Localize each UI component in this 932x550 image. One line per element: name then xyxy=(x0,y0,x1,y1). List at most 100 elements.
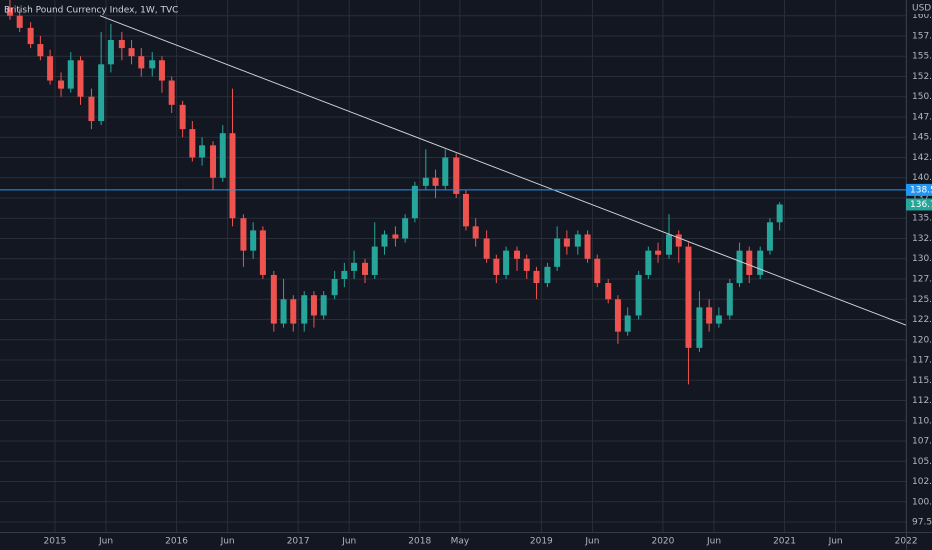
candle-body xyxy=(290,299,297,324)
x-tick-label: 2021 xyxy=(773,537,796,547)
y-tick-label: 142.5 xyxy=(912,153,932,163)
candle-body xyxy=(259,230,266,275)
x-tick-label: Jun xyxy=(828,537,843,547)
y-tick-label: 112.5 xyxy=(912,396,932,406)
y-tick-label: 155.0 xyxy=(912,52,932,62)
chart-title: British Pound Currency Index, 1W, TVC xyxy=(4,6,178,16)
candle-body xyxy=(58,80,65,89)
candle-body xyxy=(666,234,673,255)
price-line-tag xyxy=(906,183,932,196)
candle-body xyxy=(675,234,682,247)
candle-body xyxy=(179,104,186,130)
plot-area xyxy=(0,0,906,532)
x-tick-label: Jun xyxy=(341,537,356,547)
candle-body xyxy=(362,262,369,275)
candle-body xyxy=(715,315,722,324)
x-tick-label: 2018 xyxy=(408,537,431,547)
candle-body xyxy=(199,145,206,158)
candle-body xyxy=(280,299,287,324)
candle-body xyxy=(6,7,13,16)
y-tick-label: 115.0 xyxy=(912,376,932,386)
y-tick-label: 120.0 xyxy=(912,335,932,345)
candle-body xyxy=(158,60,165,81)
candle-body xyxy=(381,234,388,247)
y-tick-label: 132.5 xyxy=(912,234,932,244)
candle-body xyxy=(67,60,74,89)
x-tick-label: 2016 xyxy=(165,537,188,547)
candle-body xyxy=(523,258,530,271)
candle-body xyxy=(696,307,703,348)
candle-body xyxy=(605,283,612,300)
last-price-tag xyxy=(906,198,932,211)
y-axis-unit: USD xyxy=(912,4,931,14)
y-tick-label: 102.5 xyxy=(912,477,932,487)
candle-body xyxy=(16,15,23,28)
candle-body xyxy=(736,250,743,284)
candle-body xyxy=(584,234,591,259)
y-tick-label: 135.0 xyxy=(912,214,932,224)
candle-body xyxy=(301,295,308,324)
candle-body xyxy=(624,315,631,332)
candle-body xyxy=(453,157,460,194)
x-tick-label: Jun xyxy=(98,537,113,547)
x-tick-label: Jun xyxy=(584,537,599,547)
candle-body xyxy=(88,96,95,122)
candle-body xyxy=(483,238,490,259)
y-tick-label: 100.0 xyxy=(912,497,932,507)
candle-body xyxy=(514,250,521,259)
candle-body xyxy=(635,274,642,316)
candle-body xyxy=(320,295,327,316)
candle-body xyxy=(310,295,317,316)
y-tick-label: 122.5 xyxy=(912,315,932,325)
candle-body xyxy=(685,246,692,348)
y-tick-label: 127.5 xyxy=(912,275,932,285)
candle-body xyxy=(472,226,479,239)
y-tick-label: 157.5 xyxy=(912,31,932,41)
candle-body xyxy=(554,238,561,267)
candle-body xyxy=(563,238,570,247)
y-tick-label: 147.5 xyxy=(912,112,932,122)
y-tick-label: 145.0 xyxy=(912,133,932,143)
candle-body xyxy=(229,133,236,219)
candle-body xyxy=(422,177,429,186)
candle-body xyxy=(98,64,105,122)
candle-body xyxy=(128,48,135,57)
candle-body xyxy=(503,250,510,275)
x-tick-label: 2017 xyxy=(287,537,310,547)
x-tick-label: Jun xyxy=(706,537,721,547)
y-tick-label: 107.5 xyxy=(912,437,932,447)
candle-body xyxy=(331,279,338,296)
y-tick-label: 130.0 xyxy=(912,254,932,264)
candle-body xyxy=(118,40,125,49)
x-tick-label: 2020 xyxy=(651,537,674,547)
y-tick-label: 160.0 xyxy=(912,11,932,21)
candle-body xyxy=(189,129,196,158)
candle-body xyxy=(219,133,226,178)
candle-body xyxy=(533,270,540,284)
candle-body xyxy=(544,266,551,284)
candle-body xyxy=(411,185,418,219)
x-tick-label: 2015 xyxy=(44,537,67,547)
candle-body xyxy=(107,40,114,65)
y-tick-label: 97.5 xyxy=(912,518,932,528)
candle-body xyxy=(240,218,247,251)
last-price-label: 136.7 xyxy=(910,200,932,210)
candle-body xyxy=(462,193,469,227)
candle-body xyxy=(168,80,175,105)
candle-body xyxy=(37,44,44,57)
candle-body xyxy=(594,258,601,284)
candle-body xyxy=(149,60,156,69)
y-tick-label: 117.5 xyxy=(912,356,932,366)
y-tick-label: 105.0 xyxy=(912,457,932,467)
candle-body xyxy=(442,157,449,186)
candle-body xyxy=(351,262,358,271)
candle-body xyxy=(726,283,733,316)
candle-body xyxy=(27,27,34,45)
candle-body xyxy=(402,218,409,239)
candle-body xyxy=(270,274,277,324)
x-tick-label: 2019 xyxy=(530,537,553,547)
x-tick-label: May xyxy=(451,537,470,547)
candle-body xyxy=(432,177,439,186)
